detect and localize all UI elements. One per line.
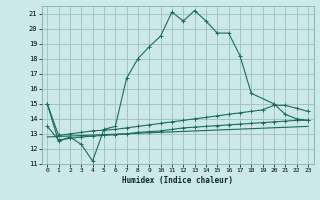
X-axis label: Humidex (Indice chaleur): Humidex (Indice chaleur) [122,176,233,185]
